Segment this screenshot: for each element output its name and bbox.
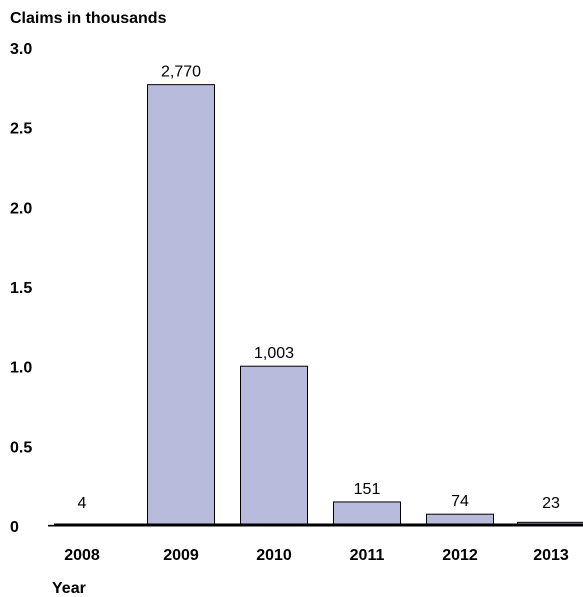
x-tick-label-2008: 2008: [64, 547, 100, 564]
y-tick-label: 2.5: [10, 121, 32, 138]
y-tick-label: 0: [10, 519, 19, 536]
x-tick-label-2011: 2011: [350, 547, 385, 564]
x-axis-ticks: 2008 2009 2010 2011 2012 2013: [64, 547, 569, 564]
y-tick-label: 3.0: [10, 41, 32, 58]
y-tick-label: 1.0: [10, 360, 32, 377]
bar-2009: [147, 84, 215, 527]
x-tick-label-2010: 2010: [256, 547, 292, 564]
bar-2011: [333, 501, 401, 527]
bar-2010: [240, 365, 308, 527]
x-tick-label-2013: 2013: [533, 547, 569, 564]
data-label-2009: 2,770: [161, 64, 201, 81]
data-label-2008: 4: [78, 495, 87, 512]
y-tick-label: 2.0: [10, 200, 32, 217]
data-label-2011: 151: [354, 481, 381, 498]
y-tick-label: 0.5: [10, 439, 32, 456]
data-label-2012: 74: [451, 493, 469, 510]
x-tick-label-2012: 2012: [442, 547, 478, 564]
data-labels: 4 2,770 1,003 151 74 23: [78, 64, 560, 512]
data-label-2013: 23: [542, 495, 560, 512]
data-label-2010: 1,003: [254, 345, 294, 362]
chart-title: Claims in thousands: [10, 10, 167, 27]
y-tick-label: 1.5: [10, 280, 32, 297]
x-axis-label: Year: [52, 580, 86, 597]
x-tick-label-2009: 2009: [163, 547, 199, 564]
bars-group: [48, 84, 583, 527]
y-axis-ticks: 0 0.5 1.0 1.5 2.0 2.5 3.0: [10, 41, 32, 536]
